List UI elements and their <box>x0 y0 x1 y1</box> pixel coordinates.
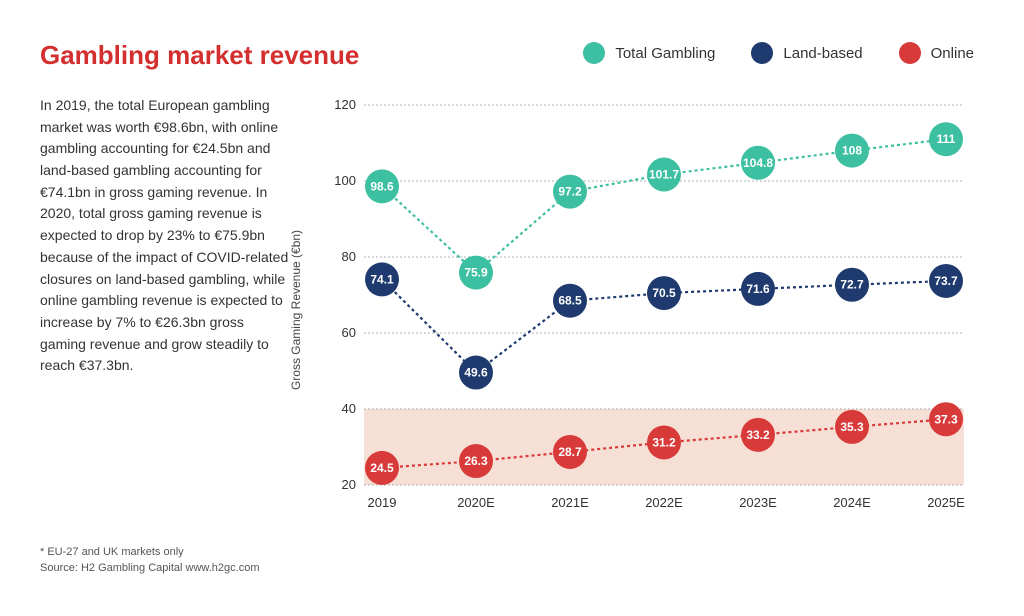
data-label: 35.3 <box>840 420 864 434</box>
data-label: 72.7 <box>840 278 864 292</box>
legend-label: Total Gambling <box>615 45 715 62</box>
legend-swatch <box>751 42 773 64</box>
legend-item: Land-based <box>751 42 862 64</box>
data-label: 24.5 <box>370 461 394 475</box>
y-tick-label: 60 <box>342 325 356 340</box>
y-tick-label: 100 <box>334 173 356 188</box>
legend: Total Gambling Land-based Online <box>583 42 974 64</box>
data-label: 73.7 <box>934 274 958 288</box>
data-label: 111 <box>937 132 956 146</box>
description: In 2019, the total European gambling mar… <box>40 95 290 525</box>
data-label: 26.3 <box>464 454 488 468</box>
x-tick-label: 2020E <box>457 495 495 510</box>
data-label: 71.6 <box>746 282 770 296</box>
x-tick-label: 2022E <box>645 495 683 510</box>
footnote: * EU-27 and UK markets only Source: H2 G… <box>40 545 259 576</box>
legend-label: Land-based <box>783 45 862 62</box>
data-label: 98.6 <box>370 179 394 193</box>
data-label: 28.7 <box>558 445 582 459</box>
data-label: 49.6 <box>464 366 488 380</box>
footnote-line-1: * EU-27 and UK markets only <box>40 545 259 560</box>
legend-swatch <box>899 42 921 64</box>
x-tick-label: 2023E <box>739 495 777 510</box>
data-label: 33.2 <box>746 428 770 442</box>
data-label: 74.1 <box>370 272 394 286</box>
legend-label: Online <box>931 45 974 62</box>
y-tick-label: 20 <box>342 477 356 492</box>
legend-item: Online <box>899 42 974 64</box>
x-tick-label: 2019 <box>368 495 397 510</box>
y-tick-label: 40 <box>342 401 356 416</box>
legend-item: Total Gambling <box>583 42 715 64</box>
data-label: 101.7 <box>649 168 679 182</box>
data-label: 37.3 <box>934 412 958 426</box>
footnote-line-2: Source: H2 Gambling Capital www.h2gc.com <box>40 561 259 576</box>
revenue-chart: 20 40 60 80 100 120 2019 2020E 2021E 2022E 2023E 20… <box>314 95 974 525</box>
data-label: 75.9 <box>464 266 488 280</box>
data-label: 68.5 <box>558 294 582 308</box>
y-tick-label: 80 <box>342 249 356 264</box>
data-label: 97.2 <box>558 185 582 199</box>
data-label: 104.8 <box>743 156 773 170</box>
data-label: 108 <box>842 144 862 158</box>
data-label: 31.2 <box>652 435 676 449</box>
data-label: 70.5 <box>652 286 676 300</box>
chart-container: Gross Gaming Revenue (€bn) 2040608010012… <box>314 95 984 525</box>
x-tick-label: 2025E <box>927 495 965 510</box>
y-tick-label: 120 <box>334 97 356 112</box>
x-tick-label: 2024E <box>833 495 871 510</box>
x-tick-label: 2021E <box>551 495 589 510</box>
legend-swatch <box>583 42 605 64</box>
y-axis-label: Gross Gaming Revenue (€bn) <box>289 230 303 390</box>
